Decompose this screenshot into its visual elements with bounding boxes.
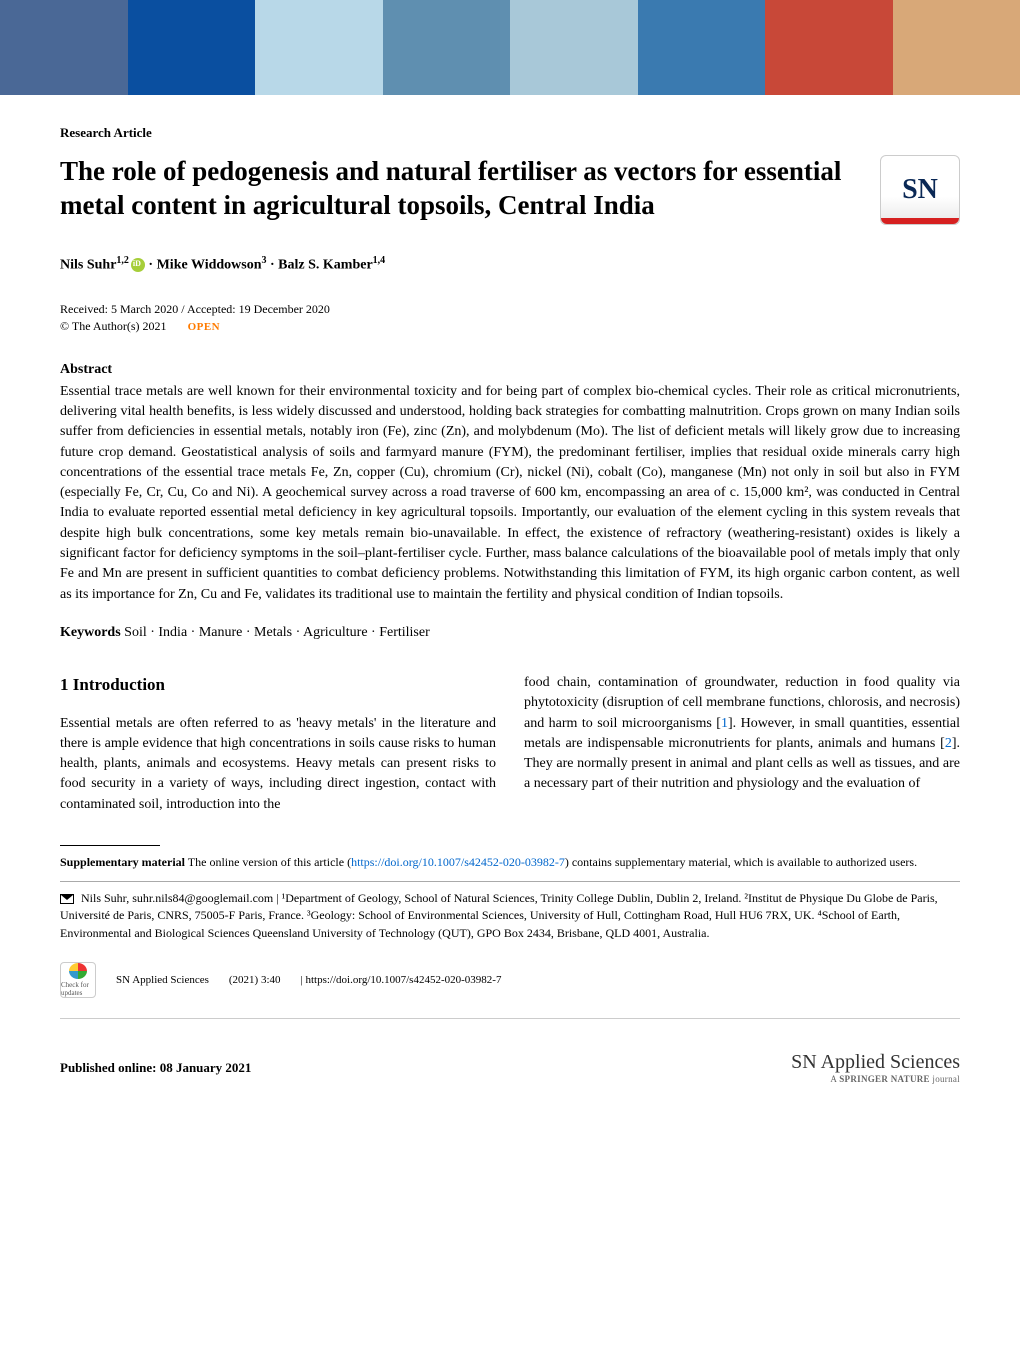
author-affiliation: 1,4: [373, 255, 386, 266]
author-name: Balz S. Kamber: [278, 258, 373, 273]
logo-text: SN: [902, 174, 938, 206]
keywords-line: Keywords Soil · India · Manure · Metals …: [60, 625, 960, 641]
banner-segment: [638, 0, 766, 95]
banner-segment: [128, 0, 256, 95]
citation-link[interactable]: 1: [721, 716, 728, 731]
article-type: Research Article: [60, 125, 960, 141]
author-separator: ·: [145, 258, 157, 273]
journal-logo: SN: [880, 155, 960, 225]
correspondence-text: Nils Suhr, suhr.nils84@googlemail.com | …: [60, 891, 938, 940]
banner-segment: [510, 0, 638, 95]
envelope-icon: [60, 894, 74, 904]
article-dates: Received: 5 March 2020 / Accepted: 19 De…: [60, 302, 960, 317]
section-heading-introduction: 1 Introduction: [60, 673, 496, 698]
banner-segment: [0, 0, 128, 95]
left-column: 1 Introduction Essential metals are ofte…: [60, 673, 496, 815]
crossmark-badge[interactable]: Check for updates: [60, 962, 96, 998]
supplementary-text: ) contains supplementary material, which…: [565, 855, 917, 869]
footer-journal-name: SN Applied Sciences: [116, 974, 209, 986]
copyright-line: © The Author(s) 2021 OPEN: [60, 319, 960, 334]
journal-brand-name: SN Applied Sciences: [791, 1051, 960, 1074]
author-name: Nils Suhr: [60, 258, 116, 273]
copyright-text: © The Author(s) 2021: [60, 319, 167, 333]
publisher-tag: A SPRINGER NATURE journal: [791, 1074, 960, 1084]
footer-issue: (2021) 3:40: [229, 974, 281, 986]
article-title: The role of pedogenesis and natural fert…: [60, 155, 880, 223]
doi-link[interactable]: https://doi.org/10.1007/s42452-020-03982…: [351, 855, 565, 869]
open-access-badge: OPEN: [188, 321, 221, 333]
author-affiliation: 1,2: [116, 255, 129, 266]
orcid-icon[interactable]: [131, 258, 145, 272]
correspondence-block: Nils Suhr, suhr.nils84@googlemail.com | …: [60, 890, 960, 942]
abstract-body: Essential trace metals are well known fo…: [60, 382, 960, 605]
keywords-label: Keywords: [60, 625, 121, 640]
header-banner: [0, 0, 1020, 95]
banner-segment: [255, 0, 383, 95]
publisher-tag-prefix: A: [830, 1074, 839, 1084]
supplementary-label: Supplementary material: [60, 855, 185, 869]
citation-link[interactable]: 2: [945, 736, 952, 751]
banner-segment: [893, 0, 1020, 95]
supplementary-text: The online version of this article (: [185, 855, 351, 869]
banner-segment: [383, 0, 511, 95]
author-separator: ·: [267, 258, 279, 273]
divider: [60, 881, 960, 882]
publisher-name: SPRINGER NATURE: [839, 1074, 930, 1084]
crossmark-label: Check for updates: [61, 981, 95, 997]
footer-doi: | https://doi.org/10.1007/s42452-020-039…: [301, 974, 502, 986]
author-name: Mike Widdowson: [157, 258, 262, 273]
divider: [60, 1018, 960, 1019]
keywords-list: Soil · India · Manure · Metals · Agricul…: [121, 625, 430, 640]
banner-segment: [765, 0, 893, 95]
abstract-heading: Abstract: [60, 362, 960, 378]
journal-branding: SN Applied Sciences A SPRINGER NATURE jo…: [791, 1051, 960, 1084]
crossmark-icon: [69, 963, 87, 979]
intro-paragraph-left: Essential metals are often referred to a…: [60, 716, 496, 812]
publisher-tag-suffix: journal: [930, 1074, 960, 1084]
divider: [60, 845, 160, 846]
supplementary-material: Supplementary material The online versio…: [60, 854, 960, 871]
published-online-date: Published online: 08 January 2021: [60, 1060, 251, 1076]
authors-line: Nils Suhr1,2 · Mike Widdowson3 · Balz S.…: [60, 255, 960, 274]
right-column: food chain, contamination of groundwater…: [524, 673, 960, 815]
